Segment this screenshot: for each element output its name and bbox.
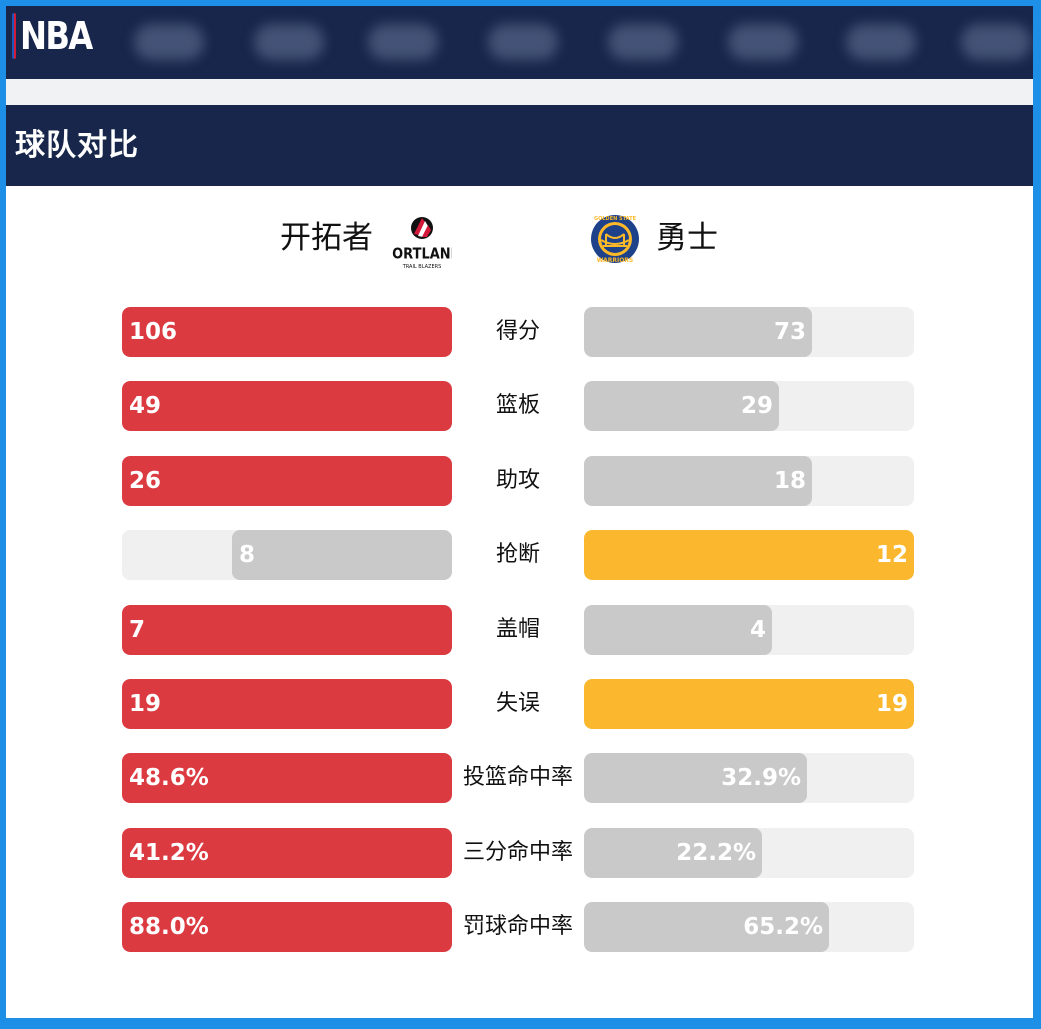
nav-item-blurred[interactable] bbox=[254, 24, 324, 60]
left-stat-value: 7 bbox=[129, 617, 146, 643]
nba-logoman-icon bbox=[12, 13, 16, 59]
right-stat-bar-fill bbox=[584, 828, 762, 878]
pinwheel-icon bbox=[411, 217, 433, 239]
right-stat-bar-fill bbox=[584, 902, 829, 952]
right-team-name[interactable]: 勇士 bbox=[656, 220, 718, 256]
left-stat-bar: 88.0% bbox=[122, 902, 452, 952]
left-stat-bar-fill bbox=[122, 828, 452, 878]
right-stat-value: 29 bbox=[740, 393, 773, 419]
left-stat-value: 48.6% bbox=[129, 765, 209, 791]
left-stat-value: 106 bbox=[129, 319, 178, 345]
stat-label: 罚球命中率 bbox=[462, 914, 573, 939]
right-stat-bar-fill bbox=[584, 381, 779, 431]
left-stat-bar: 19 bbox=[122, 679, 452, 729]
left-stat-bar-fill bbox=[122, 605, 452, 655]
right-stat-bar: 12 bbox=[584, 530, 914, 580]
stat-label: 投篮命中率 bbox=[462, 765, 573, 790]
right-stat-bar-fill bbox=[584, 753, 807, 803]
left-stat-value: 19 bbox=[129, 691, 162, 717]
stat-row: 7 盖帽 4 bbox=[6, 605, 1033, 655]
stat-row: 88.0% 罚球命中率 65.2% bbox=[6, 902, 1033, 952]
right-stat-bar-fill bbox=[584, 456, 812, 506]
golden-state-warriors-logo-icon[interactable]: GOLDEN STATE WARRIORS bbox=[590, 212, 640, 266]
right-stat-bar-fill bbox=[584, 679, 914, 729]
portland-trail-blazers-logo-icon[interactable]: PORTLAND TRAIL BLAZERS bbox=[392, 216, 452, 270]
left-stat-value: 8 bbox=[239, 542, 256, 568]
nav-item-blurred[interactable] bbox=[488, 24, 558, 60]
svg-text:PORTLAND: PORTLAND bbox=[392, 246, 452, 263]
stat-row: 41.2% 三分命中率 22.2% bbox=[6, 828, 1033, 878]
stat-label: 抢断 bbox=[495, 542, 540, 567]
stat-row: 19 失误 19 bbox=[6, 679, 1033, 729]
left-stat-bar-fill bbox=[122, 753, 452, 803]
top-navigation-bar: NBA bbox=[6, 6, 1033, 79]
stat-label: 三分命中率 bbox=[462, 840, 573, 865]
stat-label: 篮板 bbox=[495, 393, 540, 418]
right-stat-value: 12 bbox=[875, 542, 908, 568]
section-header: 球队对比 bbox=[6, 105, 1033, 186]
right-stat-bar: 4 bbox=[584, 605, 914, 655]
right-stat-value: 73 bbox=[773, 319, 806, 345]
nba-logo-text: NBA bbox=[19, 14, 93, 58]
svg-text:WARRIORS: WARRIORS bbox=[597, 257, 634, 264]
left-stat-value: 26 bbox=[129, 468, 162, 494]
right-stat-bar: 18 bbox=[584, 456, 914, 506]
right-stat-bar-fill bbox=[584, 307, 812, 357]
left-stat-value: 49 bbox=[129, 393, 162, 419]
svg-text:GOLDEN STATE: GOLDEN STATE bbox=[594, 216, 637, 222]
nav-item-blurred[interactable] bbox=[608, 24, 678, 60]
right-stat-bar: 65.2% bbox=[584, 902, 914, 952]
left-stat-bar: 106 bbox=[122, 307, 452, 357]
left-stat-bar-fill bbox=[122, 902, 452, 952]
right-stat-bar: 32.9% bbox=[584, 753, 914, 803]
right-stat-value: 32.9% bbox=[721, 765, 801, 791]
nav-item-blurred[interactable] bbox=[961, 24, 1031, 60]
nav-item-blurred[interactable] bbox=[846, 24, 916, 60]
left-stat-bar: 48.6% bbox=[122, 753, 452, 803]
stat-label: 盖帽 bbox=[495, 617, 540, 642]
stat-row: 49 篮板 29 bbox=[6, 381, 1033, 431]
right-stat-bar: 19 bbox=[584, 679, 914, 729]
stat-row: 26 助攻 18 bbox=[6, 456, 1033, 506]
left-stat-bar-fill bbox=[232, 530, 452, 580]
left-stat-value: 88.0% bbox=[129, 914, 209, 940]
right-stat-value: 4 bbox=[749, 617, 766, 643]
stat-label: 失误 bbox=[495, 691, 540, 716]
stat-label: 得分 bbox=[495, 319, 540, 344]
left-stat-bar-fill bbox=[122, 456, 452, 506]
svg-text:TRAIL BLAZERS: TRAIL BLAZERS bbox=[402, 264, 442, 270]
nba-logo[interactable]: NBA bbox=[12, 11, 104, 61]
stat-row: 8 抢断 12 bbox=[6, 530, 1033, 580]
right-stat-bar: 29 bbox=[584, 381, 914, 431]
stat-label: 助攻 bbox=[495, 468, 540, 493]
left-stat-bar: 7 bbox=[122, 605, 452, 655]
nav-item-blurred[interactable] bbox=[134, 24, 204, 60]
right-stat-value: 19 bbox=[875, 691, 908, 717]
left-stat-bar-fill bbox=[122, 679, 452, 729]
right-stat-bar-fill bbox=[584, 530, 914, 580]
left-stat-bar: 8 bbox=[122, 530, 452, 580]
left-stat-bar-fill bbox=[122, 307, 452, 357]
left-stat-bar: 26 bbox=[122, 456, 452, 506]
right-stat-bar: 22.2% bbox=[584, 828, 914, 878]
left-stat-bar: 49 bbox=[122, 381, 452, 431]
page-frame: NBA 球队对比 开拓者 PORTLAND TRAIL BLAZERS GOLD… bbox=[6, 6, 1033, 1018]
stat-row: 106 得分 73 bbox=[6, 307, 1033, 357]
left-team-name[interactable]: 开拓者 bbox=[280, 220, 373, 256]
sub-navigation-bar bbox=[6, 79, 1033, 105]
left-stat-value: 41.2% bbox=[129, 840, 209, 866]
left-stat-bar-fill bbox=[122, 381, 452, 431]
section-title: 球队对比 bbox=[15, 128, 139, 163]
stat-row: 48.6% 投篮命中率 32.9% bbox=[6, 753, 1033, 803]
right-stat-value: 18 bbox=[773, 468, 806, 494]
right-stat-value: 65.2% bbox=[743, 914, 823, 940]
right-stat-bar: 73 bbox=[584, 307, 914, 357]
right-stat-value: 22.2% bbox=[676, 840, 756, 866]
nav-item-blurred[interactable] bbox=[368, 24, 438, 60]
left-stat-bar: 41.2% bbox=[122, 828, 452, 878]
nav-item-blurred[interactable] bbox=[728, 24, 798, 60]
right-stat-bar-fill bbox=[584, 605, 772, 655]
